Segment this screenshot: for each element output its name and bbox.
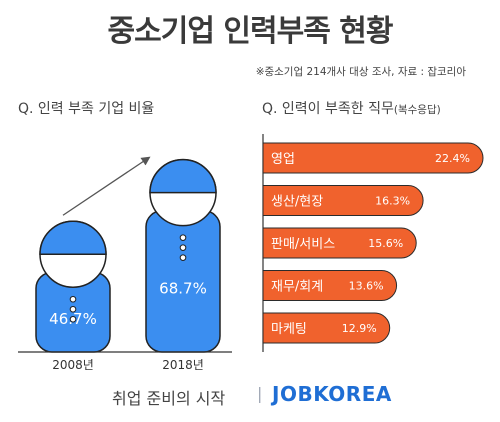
bar-value-label: 16.3% — [375, 195, 410, 208]
bar — [262, 270, 397, 301]
figure-button — [179, 254, 187, 261]
right-chart: 영업 22.4% 생산/현장 16.3% 판매/서비스 15.6% 재무/회계 13.6% 마케… — [262, 134, 484, 352]
chart-subtitle-jobs-text: Q. 인력이 부족한 직무 — [262, 101, 394, 117]
chart-subtitle-ratio: Q. 인력 부족 기업 비율 — [18, 101, 155, 117]
page-title: 중소기업 인력부족 현황 — [107, 14, 394, 49]
bar-row: 생산/현장 16.3% — [262, 185, 424, 216]
bar-value-label: 12.9% — [342, 322, 377, 335]
trend-arrow — [62, 156, 151, 216]
chart-subtitle-jobs: Q. 인력이 부족한 직무(복수응답) — [262, 98, 441, 118]
chart-subtitle-jobs-note: (복수응답) — [393, 104, 441, 116]
source-note: ※중소기업 214개사 대상 조사, 자료 : 잡코리아 — [255, 66, 466, 78]
bar-value-label: 22.4% — [435, 152, 470, 165]
figure-button — [179, 244, 187, 251]
figure-2: 68.7% 2018년 — [145, 158, 221, 372]
bar-category-label: 재무/회계 — [271, 280, 323, 295]
value-label: 46.7% — [49, 310, 97, 328]
figure-button — [69, 295, 77, 303]
bar-category-label: 생산/현장 — [271, 195, 323, 210]
bar — [262, 312, 391, 344]
value-label: 68.7% — [159, 279, 207, 297]
figure-button — [69, 315, 77, 323]
figure-cap — [39, 220, 107, 255]
bar — [262, 142, 484, 174]
bar-value-label: 13.6% — [349, 280, 384, 293]
bar — [262, 227, 417, 259]
bar — [262, 185, 424, 216]
figure-1: 46.7% 2008년 — [35, 220, 111, 372]
category-label: 2008년 — [52, 358, 94, 372]
bar-category-label: 영업 — [271, 152, 295, 167]
bar-row: 재무/회계 13.6% — [262, 270, 397, 301]
figure-button — [179, 234, 187, 241]
category-label: 2018년 — [162, 358, 204, 372]
footer-separator: | — [257, 384, 263, 403]
bar-row: 마케팅 12.9% — [262, 312, 391, 344]
bar-row: 판매/서비스 15.6% — [262, 227, 417, 259]
footer-tagline: 취업 준비의 시작 — [112, 389, 226, 408]
bar-category-label: 마케팅 — [271, 322, 307, 337]
bar-row: 영업 22.4% — [262, 142, 484, 174]
figure-button — [69, 305, 77, 313]
bar-category-label: 판매/서비스 — [271, 237, 335, 252]
brand-logo: JOBKOREA — [272, 382, 392, 406]
bar-value-label: 15.6% — [368, 237, 403, 250]
figure-cap — [149, 158, 217, 194]
left-chart: 46.7% 2008년 68.7% 2018년 — [18, 156, 232, 372]
